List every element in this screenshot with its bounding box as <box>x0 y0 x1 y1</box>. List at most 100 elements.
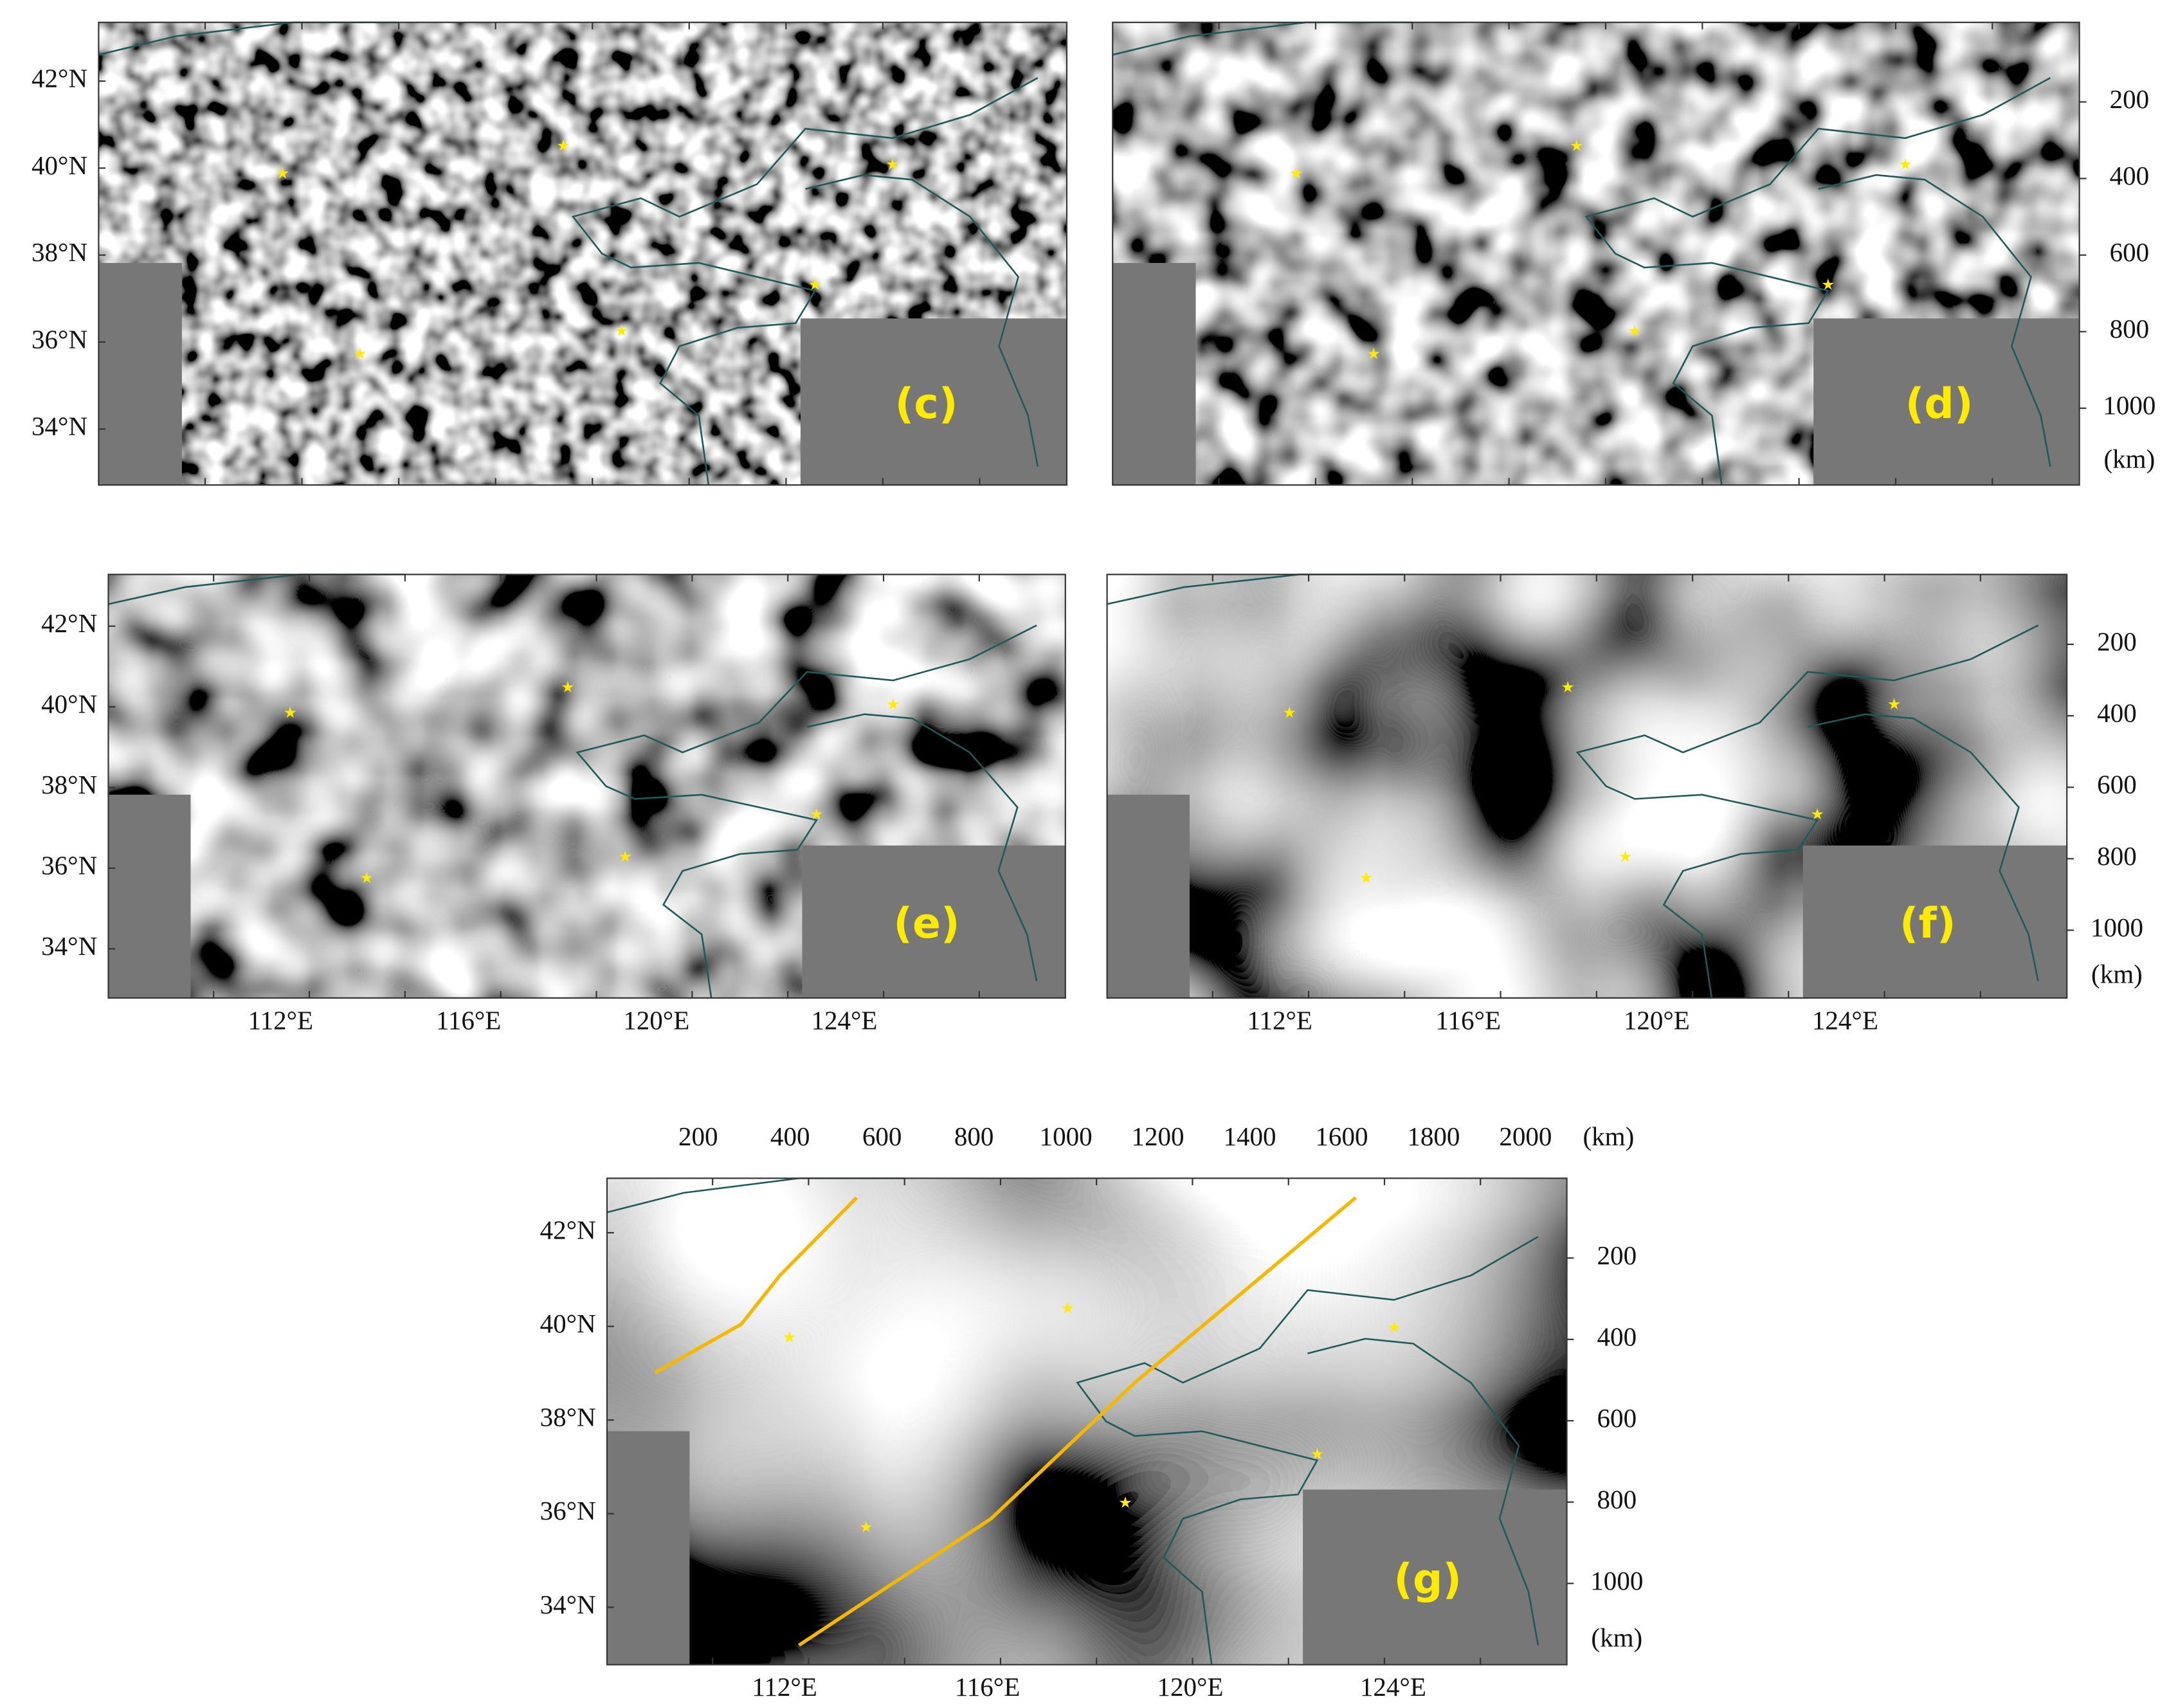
coastline <box>1575 624 2039 999</box>
km-label: 400 <box>1597 1322 1637 1351</box>
station-star: ★ <box>615 323 628 340</box>
panel-frame <box>606 1177 1568 1666</box>
lon-label: 112°E <box>248 1005 313 1035</box>
lat-label: 34°N <box>41 931 97 961</box>
map-panel: ★ ★ ★ ★ ★ ★ (f) 112°E 116°E 120°E 124°E 200 400 600 80… <box>1106 573 2143 1035</box>
station-star: ★ <box>561 680 574 696</box>
station-star: ★ <box>859 1519 873 1536</box>
km-label: 800 <box>2110 314 2150 343</box>
station-star: ★ <box>1061 1300 1075 1317</box>
coastline <box>1818 174 2051 467</box>
station-star: ★ <box>1619 849 1632 866</box>
lon-label: 120°E <box>1157 1672 1223 1702</box>
station-star: ★ <box>1283 705 1296 722</box>
top-km-label: 1400 <box>1223 1122 1276 1151</box>
lat-label: 36°N <box>41 850 97 880</box>
station-star: ★ <box>810 806 823 823</box>
station-star: ★ <box>1366 346 1380 363</box>
lat-label: 40°N <box>32 150 87 180</box>
km-label: 600 <box>1597 1403 1637 1433</box>
station-star: ★ <box>1898 156 1912 173</box>
station-star: ★ <box>1289 166 1303 183</box>
station-star: ★ <box>353 346 367 363</box>
lon-label: 116°E <box>1436 1005 1501 1035</box>
km-label: 800 <box>2097 841 2137 871</box>
station-star: ★ <box>808 277 822 293</box>
lat-label: 38°N <box>41 770 97 799</box>
panel-label: (d) <box>1905 380 1974 428</box>
masked-area <box>1112 262 1196 486</box>
panel-label: (c) <box>895 380 958 428</box>
km-unit: (km) <box>2091 959 2143 989</box>
lon-label: 120°E <box>623 1005 689 1035</box>
fault-line <box>797 1196 1357 1647</box>
km-label: 1000 <box>2091 913 2143 942</box>
lat-label: 42°N <box>540 1215 596 1244</box>
km-label: 200 <box>2110 84 2150 114</box>
lat-label: 38°N <box>32 237 87 267</box>
map-panel: ★ ★ ★ ★ ★ ★ (d) 200 400 600 800 1000 (km) <box>1112 21 2155 486</box>
lat-label: 40°N <box>540 1309 596 1338</box>
lon-label: 124°E <box>1360 1672 1426 1702</box>
fault-line <box>654 1196 858 1375</box>
lon-label: 124°E <box>1812 1005 1878 1035</box>
top-km-label: 1000 <box>1040 1122 1093 1151</box>
top-km-label: 600 <box>862 1122 902 1151</box>
top-km-label: 800 <box>954 1122 994 1151</box>
station-star: ★ <box>1387 1320 1401 1336</box>
map-panel: ★ ★ ★ ★ ★ ★ (c) 42°N 40°N 38°N 36°N 34°N <box>32 21 1068 486</box>
lat-label: 34°N <box>32 412 87 441</box>
km-unit: (km) <box>1591 1622 1642 1653</box>
station-star: ★ <box>276 166 289 183</box>
km-label: 400 <box>2110 161 2150 190</box>
lat-label: 38°N <box>540 1403 596 1432</box>
panel-frame <box>1106 574 2068 999</box>
masked-area <box>108 794 191 998</box>
coastline <box>1076 1235 1539 1665</box>
lat-label: 42°N <box>41 608 97 638</box>
km-label: 800 <box>1597 1484 1637 1514</box>
station-star: ★ <box>556 138 570 154</box>
top-km-unit: (km) <box>1583 1122 1634 1152</box>
coastline <box>1807 713 2039 981</box>
km-label: 600 <box>2097 770 2137 799</box>
panel-frame <box>1112 21 2080 486</box>
masked-area <box>606 1431 690 1665</box>
coastline <box>806 713 1038 981</box>
lat-label: 42°N <box>32 64 87 93</box>
top-km-label: 2000 <box>1499 1122 1552 1151</box>
station-star: ★ <box>1561 680 1574 696</box>
station-star: ★ <box>783 1329 796 1346</box>
coastline <box>571 77 1039 486</box>
top-km-label: 200 <box>678 1122 718 1151</box>
panel-label: (f) <box>1900 900 1956 948</box>
station-star: ★ <box>1821 277 1835 293</box>
lon-label: 112°E <box>752 1672 817 1702</box>
station-star: ★ <box>1628 323 1641 340</box>
panel-frame <box>98 21 1068 486</box>
lat-label: 36°N <box>540 1496 596 1525</box>
lon-label: 112°E <box>1248 1005 1312 1035</box>
lon-label: 116°E <box>955 1672 1020 1702</box>
station-star: ★ <box>1570 138 1583 154</box>
coastline <box>576 624 1037 999</box>
km-label: 400 <box>2097 698 2137 727</box>
station-star: ★ <box>886 696 900 713</box>
coastline <box>1307 1338 1539 1646</box>
top-km-label: 1200 <box>1132 1122 1184 1151</box>
lon-label: 120°E <box>1624 1005 1690 1035</box>
km-label: 200 <box>2097 626 2137 656</box>
panel-frame <box>107 574 1066 999</box>
lat-label: 36°N <box>32 324 87 354</box>
station-star: ★ <box>284 705 297 722</box>
coastline <box>805 174 1039 467</box>
station-star: ★ <box>1359 870 1373 887</box>
map-panel: ★ ★ ★ ★ ★ ★ (g) 42°N 40°N 38°N 36°N 34°N 112°E 116°E 1… <box>540 1122 1644 1702</box>
masked-area <box>98 262 182 486</box>
top-km-label: 400 <box>770 1122 810 1151</box>
panel-label: (g) <box>1393 1556 1462 1604</box>
km-label: 200 <box>1597 1240 1637 1270</box>
station-star: ★ <box>1887 696 1901 713</box>
